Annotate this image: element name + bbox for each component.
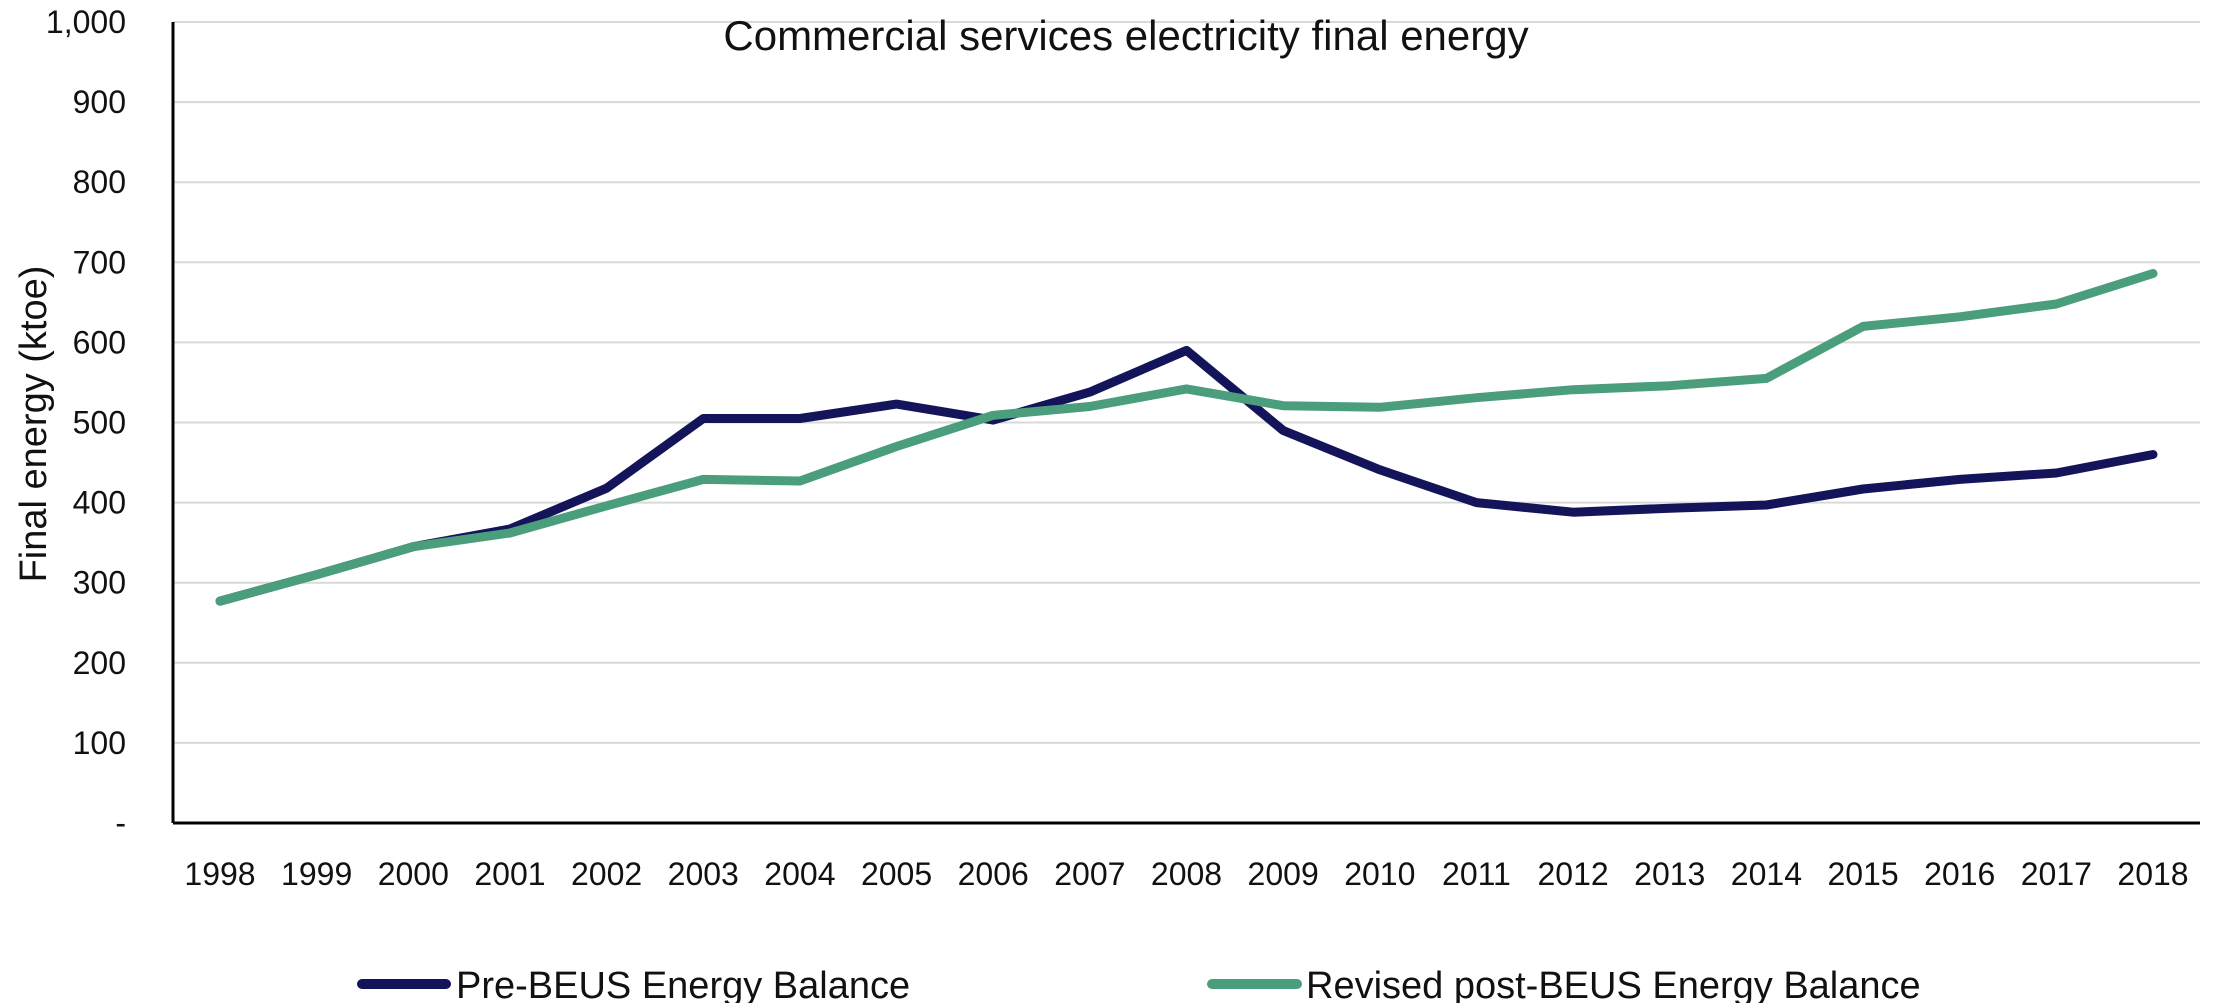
x-tick-label: 2015 bbox=[1827, 856, 1898, 892]
x-tick-label: 2017 bbox=[2021, 856, 2092, 892]
x-tick-label: 2008 bbox=[1151, 856, 1222, 892]
y-tick-label: 800 bbox=[73, 164, 126, 200]
y-tick-label: - bbox=[115, 805, 126, 841]
x-tick-label: 2018 bbox=[2117, 856, 2188, 892]
legend-label: Pre-BEUS Energy Balance bbox=[456, 965, 910, 1003]
x-tick-label: 2010 bbox=[1344, 856, 1415, 892]
x-tick-label: 2011 bbox=[1442, 856, 1511, 892]
y-tick-label: 600 bbox=[73, 324, 126, 360]
x-tick-label: 2009 bbox=[1248, 856, 1319, 892]
y-tick-label: 300 bbox=[73, 565, 126, 601]
y-tick-label: 500 bbox=[73, 405, 126, 441]
gridlines bbox=[173, 21, 2200, 744]
x-tick-label: 1998 bbox=[184, 856, 255, 892]
y-tick-label: 400 bbox=[73, 485, 126, 521]
series-lines bbox=[215, 269, 2158, 606]
x-tick-label: 2000 bbox=[378, 856, 449, 892]
y-tick-labels: - 100 200 300 400 500 600 700 800 900 1,000 bbox=[46, 4, 126, 841]
x-tick-label: 2003 bbox=[668, 856, 739, 892]
x-tick-label: 2004 bbox=[764, 856, 835, 892]
x-tick-label: 2012 bbox=[1538, 856, 1609, 892]
legend-label: Revised post-BEUS Energy Balance bbox=[1306, 965, 1921, 1003]
y-tick-label: 200 bbox=[73, 645, 126, 681]
x-tick-label: 2014 bbox=[1731, 856, 1802, 892]
x-tick-label: 2016 bbox=[1924, 856, 1995, 892]
y-axis-title: Final energy (ktoe) bbox=[13, 266, 55, 583]
x-tick-label: 2013 bbox=[1634, 856, 1705, 892]
chart-title: Commercial services electricity final en… bbox=[723, 12, 1528, 59]
legend: Pre-BEUS Energy Balance Revised post-BEUS… bbox=[357, 965, 1921, 1003]
x-tick-labels: 1998 1999 2000 2001 2002 2003 2004 2005 2006 2007… bbox=[184, 856, 2188, 892]
x-tick-label: 2005 bbox=[861, 856, 932, 892]
y-tick-label: 700 bbox=[73, 244, 126, 280]
x-tick-label: 2006 bbox=[958, 856, 1029, 892]
y-tick-label: 900 bbox=[73, 84, 126, 120]
x-tick-label: 2001 bbox=[474, 856, 545, 892]
series-line-2 bbox=[215, 269, 2158, 606]
y-tick-label: 100 bbox=[73, 725, 126, 761]
y-tick-label: 1,000 bbox=[46, 4, 126, 40]
x-tick-label: 2007 bbox=[1054, 856, 1125, 892]
axes bbox=[171, 22, 2200, 825]
x-tick-label: 2002 bbox=[571, 856, 642, 892]
x-tick-label: 1999 bbox=[281, 856, 352, 892]
series-line-1 bbox=[215, 345, 2158, 606]
